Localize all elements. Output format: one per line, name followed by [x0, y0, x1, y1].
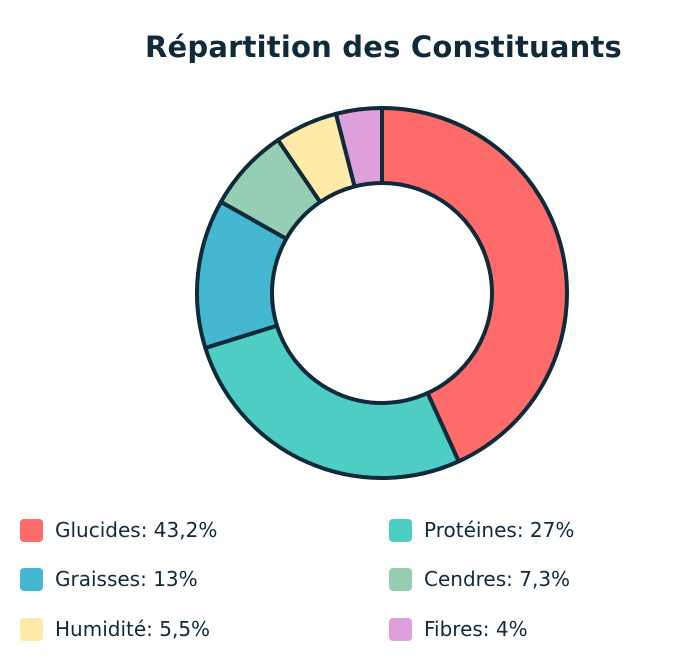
- donut-slice-proteines[interactable]: [203, 323, 461, 480]
- legend-item-proteines[interactable]: Protéines: 27%: [389, 510, 574, 550]
- legend-item-cendres[interactable]: Cendres: 7,3%: [389, 559, 570, 599]
- donut-slice-fibres[interactable]: [333, 106, 384, 189]
- donut-chart: [195, 106, 569, 480]
- legend-item-humidite[interactable]: Humidité: 5,5%: [20, 609, 210, 649]
- legend: Glucides: 43,2% Protéines: 27% Graisses:…: [0, 508, 699, 658]
- legend-label: Humidité: 5,5%: [55, 617, 211, 641]
- legend-label: Graisses: 13%: [55, 567, 198, 591]
- legend-swatch-glucides: [20, 518, 43, 542]
- legend-item-graisses[interactable]: Graisses: 13%: [20, 559, 198, 599]
- legend-item-glucides[interactable]: Glucides: 43,2%: [20, 510, 217, 550]
- legend-swatch-humidite: [20, 617, 43, 641]
- legend-swatch-cendres: [389, 567, 412, 591]
- legend-label: Glucides: 43,2%: [55, 518, 218, 542]
- donut-slice-glucides[interactable]: [380, 106, 569, 464]
- legend-item-fibres[interactable]: Fibres: 4%: [389, 609, 528, 649]
- legend-label: Fibres: 4%: [424, 617, 528, 641]
- legend-label: Cendres: 7,3%: [424, 567, 571, 591]
- legend-swatch-proteines: [389, 518, 412, 542]
- legend-swatch-graisses: [20, 567, 43, 591]
- legend-swatch-fibres: [389, 617, 412, 641]
- chart-title: Répartition des Constituants: [144, 30, 623, 64]
- legend-label: Protéines: 27%: [424, 518, 575, 542]
